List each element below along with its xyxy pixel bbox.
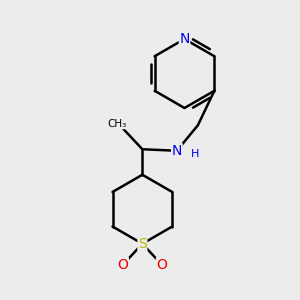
Text: O: O [156, 258, 167, 272]
Text: N: N [172, 144, 182, 158]
Text: H: H [190, 149, 199, 159]
Text: S: S [138, 237, 147, 251]
Text: N: N [179, 32, 190, 46]
Text: CH₃: CH₃ [107, 119, 127, 129]
Text: O: O [117, 258, 128, 272]
